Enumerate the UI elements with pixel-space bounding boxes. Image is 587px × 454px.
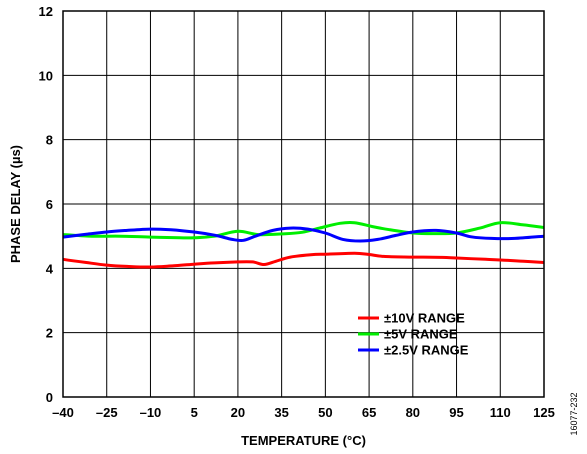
y-tick-label: 6 [46,197,53,212]
x-tick-label: 95 [449,405,463,420]
series-line [62,220,545,240]
y-tick-label: 2 [46,326,53,341]
y-axis-title: PHASE DELAY (µs) [8,145,23,263]
x-tick-label: 50 [318,405,332,420]
x-axis-title: TEMPERATURE (°C) [241,433,366,448]
series-line [62,226,545,243]
x-tick-label: –10 [140,405,162,420]
y-tick-label: 8 [46,133,53,148]
y-tick-label: 4 [46,261,54,276]
y-tick-labels: 0 2 4 6 8 10 12 [39,4,54,405]
legend: ±10V RANGE±5V RANGE±2.5V RANGE [358,311,469,358]
figure-id: 16077-232 [569,392,579,435]
x-tick-label: –25 [96,405,118,420]
y-tick-label: 10 [39,68,53,83]
y-tick-label: 12 [39,4,53,19]
legend-label: ±2.5V RANGE [384,343,469,358]
x-tick-label: 80 [406,405,420,420]
x-tick-labels: –40 –25 –10 5 20 35 50 65 80 95 110 125 [52,405,555,420]
x-tick-label: 65 [362,405,376,420]
legend-label: ±10V RANGE [384,311,465,326]
series-line [62,251,545,269]
series-layer [62,220,545,269]
x-tick-label: –40 [52,405,74,420]
x-tick-label: 125 [533,405,555,420]
legend-label: ±5V RANGE [384,327,458,342]
y-tick-label: 0 [46,390,53,405]
x-tick-label: 5 [191,405,198,420]
grid-lines [62,10,545,398]
plot-frame [62,10,545,398]
x-tick-label: 110 [490,405,511,420]
x-tick-label: 20 [231,405,245,420]
x-tick-label: 35 [274,405,288,420]
